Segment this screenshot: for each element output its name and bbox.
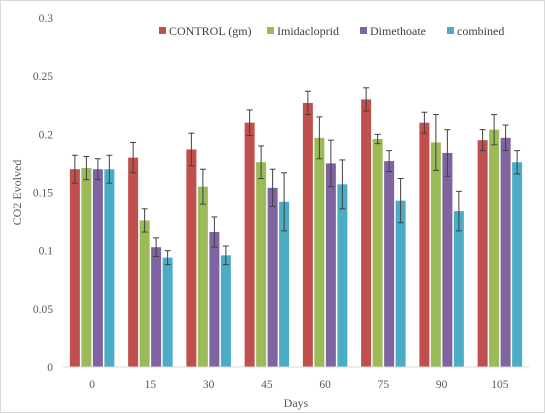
bar	[337, 184, 348, 367]
bar	[314, 137, 325, 367]
x-tick-label: 105	[491, 379, 509, 391]
bar	[442, 152, 453, 367]
bar	[151, 247, 162, 367]
bar	[453, 211, 464, 367]
y-tick-label: 0.3	[39, 13, 54, 25]
bar	[92, 169, 103, 367]
bar	[302, 102, 313, 367]
y-axis-ticks: 0 0.05 0.1 0.15 0.2 0.25 0.3	[33, 13, 53, 374]
legend-label: Dimethoate	[370, 24, 426, 38]
legend-item: CONTROL (gm)	[159, 24, 252, 38]
legend-label: CONTROL (gm)	[169, 24, 252, 38]
bar	[197, 186, 208, 367]
legend-label: Imidacloprid	[277, 24, 339, 38]
legend-swatch	[447, 27, 454, 34]
bar	[361, 99, 372, 367]
bar	[244, 122, 255, 367]
bar-groups	[69, 99, 523, 367]
legend: CONTROL (gm) Imidacloprid Dimethoate combin…	[159, 24, 504, 38]
y-tick-label: 0.25	[33, 71, 53, 83]
bar	[489, 129, 500, 367]
legend-item: Imidacloprid	[267, 24, 339, 38]
x-axis-ticks: 0 15 30 45 60 75 90 105	[89, 379, 509, 391]
bar	[384, 161, 395, 367]
error-bars	[71, 87, 521, 266]
bar	[81, 168, 92, 367]
x-tick-label: 0	[89, 379, 95, 391]
x-tick-label: 90	[436, 379, 448, 391]
bar	[500, 137, 511, 367]
bar	[512, 162, 523, 367]
x-tick-label: 30	[203, 379, 215, 391]
x-tick-label: 60	[319, 379, 331, 391]
bar	[69, 169, 80, 367]
x-axis-title: Days	[284, 396, 309, 410]
y-tick-label: 0.05	[33, 304, 53, 316]
bar	[128, 157, 139, 367]
y-tick-label: 0.1	[39, 246, 54, 258]
bar	[209, 232, 220, 367]
legend-label: combined	[457, 24, 504, 38]
legend-swatch	[360, 27, 367, 34]
bar	[430, 142, 441, 367]
bar	[220, 255, 231, 367]
x-tick-label: 15	[145, 379, 157, 391]
legend-swatch	[159, 27, 166, 34]
bar	[325, 163, 336, 367]
legend-item: Dimethoate	[360, 24, 426, 38]
legend-swatch	[267, 27, 274, 34]
y-axis-title: CO2 Evolved	[10, 160, 24, 226]
bar	[419, 122, 430, 367]
bar	[477, 140, 488, 367]
x-tick-label: 75	[378, 379, 390, 391]
bar	[186, 149, 197, 367]
bar	[104, 169, 115, 367]
legend-item: combined	[447, 24, 504, 38]
y-tick-label: 0.15	[33, 188, 53, 200]
bar	[256, 162, 267, 367]
y-tick-label: 0	[47, 362, 53, 374]
y-tick-label: 0.2	[39, 129, 54, 141]
bar	[372, 138, 383, 367]
bar	[267, 187, 278, 367]
bar	[162, 257, 173, 367]
bar	[279, 201, 290, 367]
bar	[139, 220, 150, 367]
bar	[395, 200, 406, 367]
x-tick-label: 45	[261, 379, 273, 391]
